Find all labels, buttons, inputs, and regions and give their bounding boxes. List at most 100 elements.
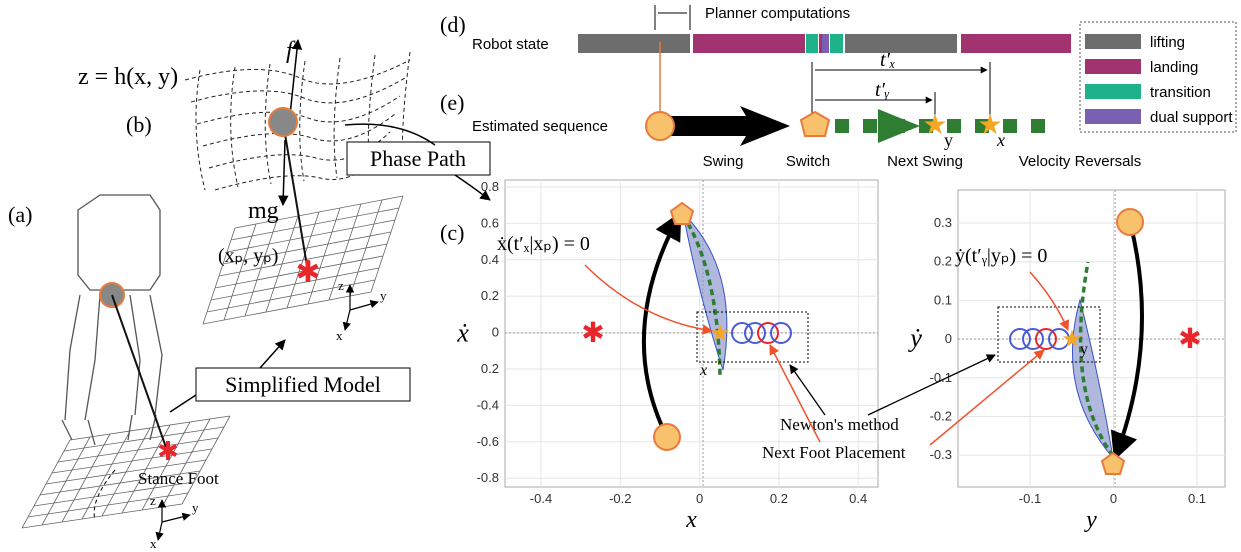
label: Stance Foot (138, 469, 219, 488)
phase-label: Switch (786, 153, 830, 170)
axis (162, 515, 190, 522)
x-tick-label: 0 (1110, 491, 1117, 506)
equation: z = h(x, y) (78, 64, 178, 90)
surface (197, 96, 400, 124)
figure: (a) (b) (c) (d) (e) ✱ Stance Foot z y x … (0, 0, 1241, 552)
label: mg (248, 198, 279, 224)
x-tick-label: -0.2 (609, 491, 631, 506)
floor-grid (22, 504, 182, 528)
legend-swatch (1085, 109, 1141, 124)
legend-label: landing (1150, 59, 1198, 76)
next-swing (878, 109, 920, 143)
y-tick-label: -0.2 (930, 409, 952, 424)
y-tick-label: 0.8 (481, 179, 499, 194)
y-tick-label: 0.1 (934, 292, 952, 307)
segment (845, 34, 957, 53)
segment (578, 34, 690, 53)
floor-grid (58, 438, 218, 462)
surface (191, 78, 405, 103)
label: t′ᵧ (875, 79, 890, 101)
segment (961, 34, 1071, 53)
pointer (260, 340, 285, 368)
panel-label: (e) (440, 90, 464, 115)
star-marker: ✱ (295, 256, 320, 289)
star-marker: ✱ (581, 317, 604, 348)
marker (1102, 453, 1124, 474)
phase-label: Velocity Reversals (1019, 153, 1142, 170)
segment (806, 34, 818, 53)
star-marker: ★ (709, 320, 731, 347)
y-tick-label: 0.3 (934, 215, 952, 230)
legend-swatch (1085, 59, 1141, 74)
label: y (944, 130, 953, 150)
x-tick-label: 0.4 (849, 491, 867, 506)
y-tick-label: 0.2 (481, 288, 499, 303)
label: t′ₓ (880, 49, 896, 71)
x-tick-label: -0.4 (530, 491, 552, 506)
state-bar (578, 34, 1071, 53)
label: y (1080, 341, 1088, 358)
axis (345, 310, 350, 330)
panel-label: (c) (440, 220, 464, 245)
floor-grid (70, 416, 230, 440)
axis-label: x (150, 536, 157, 551)
page: {"panels": {"a": "(a)", "b": "(b)", "c":… (0, 0, 1241, 552)
label: x (699, 362, 707, 379)
panel-label: (b) (126, 112, 152, 137)
segment (819, 34, 822, 53)
legend-swatch (1085, 84, 1141, 99)
axis-label: z (150, 493, 156, 508)
segment (693, 34, 805, 53)
y-tick-label: -0.4 (477, 397, 499, 412)
condition: ẏ(t′ᵧ|yₚ) = 0 (955, 245, 1047, 267)
row-label: Robot state (472, 36, 549, 53)
label: Phase Path (370, 146, 466, 171)
surface (203, 114, 395, 146)
y-tick-label: 0.6 (481, 215, 499, 230)
label: x (996, 130, 1005, 150)
surface (231, 67, 238, 187)
y-axis-label: ẏ (907, 324, 922, 353)
surface (300, 61, 305, 181)
floor-grid (64, 427, 224, 451)
robot-body (78, 195, 160, 290)
floor-grid (28, 493, 188, 517)
label: (xₚ, yₚ) (218, 245, 278, 267)
y-axis-label: ẋ (456, 319, 469, 348)
axis (158, 522, 162, 540)
x-tick-label: 0 (696, 491, 703, 506)
star-marker: ✱ (1178, 323, 1201, 354)
legend-label: lifting (1150, 34, 1185, 51)
marker (646, 112, 674, 140)
pointer (930, 350, 1044, 445)
legend-label: transition (1150, 84, 1211, 101)
condition: ẋ(t′ₓ|xₚ) = 0 (497, 233, 590, 255)
legend-label: dual support (1150, 109, 1233, 126)
marker (1117, 209, 1143, 235)
legend-swatch (1085, 34, 1141, 49)
axes-b (345, 285, 378, 330)
axis (350, 302, 378, 310)
y-tick-label: 0 (945, 331, 952, 346)
y-tick-label: 0.2 (481, 361, 499, 376)
x-tick-label: 0.1 (1188, 491, 1206, 506)
segment (822, 34, 829, 53)
robot (62, 195, 162, 445)
region (1072, 300, 1113, 458)
surface (196, 70, 205, 190)
bracket (655, 5, 690, 30)
panel-label: (d) (440, 12, 466, 37)
segment (830, 34, 843, 53)
y-tick-label: -0.8 (477, 470, 499, 485)
phase-label: Next Swing (887, 153, 963, 170)
pointer (1030, 272, 1068, 330)
note: Next Foot Placement (762, 443, 906, 462)
y-tick-label: 0.2 (934, 254, 952, 269)
axis-label: x (336, 328, 343, 343)
pointer (170, 395, 196, 412)
label: f (286, 38, 296, 64)
trajectory (644, 214, 680, 437)
row-label: Estimated sequence (472, 118, 608, 135)
surface (185, 60, 410, 84)
axis-label: y (192, 500, 199, 515)
